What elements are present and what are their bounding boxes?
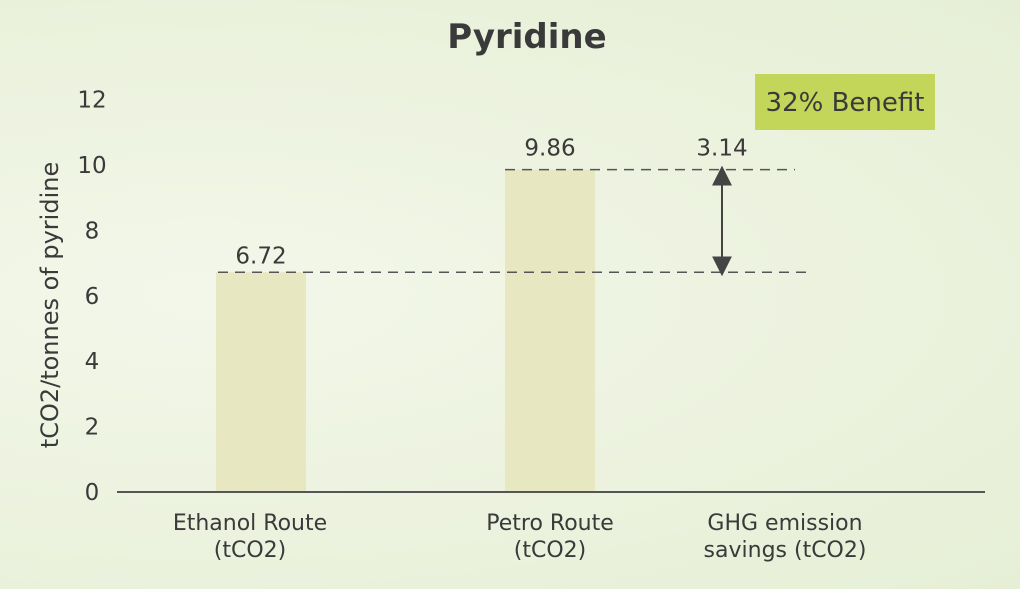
bar-ethanol-route	[216, 272, 306, 492]
x-tick-label: Ethanol Route	[173, 511, 327, 536]
y-axis-label: tCO2/tonnes of pyridine	[36, 162, 64, 448]
x-tick-label: (tCO2)	[514, 538, 586, 563]
badge-label: 32% Benefit	[766, 88, 925, 118]
y-tick-label: 2	[85, 415, 100, 441]
data-label: 6.72	[235, 243, 286, 269]
y-tick-label: 10	[77, 153, 106, 179]
benefit-badge: 32% Benefit	[755, 74, 935, 130]
badge-background	[755, 74, 935, 130]
x-tick-label: (tCO2)	[214, 538, 286, 563]
y-tick-label: 6	[85, 284, 100, 310]
y-tick-label: 8	[85, 218, 100, 244]
bar-petro-route	[505, 169, 595, 492]
data-label: 3.14	[696, 136, 747, 162]
y-tick-label: 4	[85, 349, 100, 375]
y-tick-label: 0	[85, 480, 100, 506]
x-tick-label: savings (tCO2)	[704, 538, 867, 563]
x-tick-label: Petro Route	[486, 511, 614, 536]
data-label: 9.86	[524, 136, 575, 162]
x-tick-label: GHG emission	[707, 511, 862, 536]
chart-title: Pyridine	[447, 17, 606, 57]
y-tick-label: 12	[77, 88, 106, 114]
